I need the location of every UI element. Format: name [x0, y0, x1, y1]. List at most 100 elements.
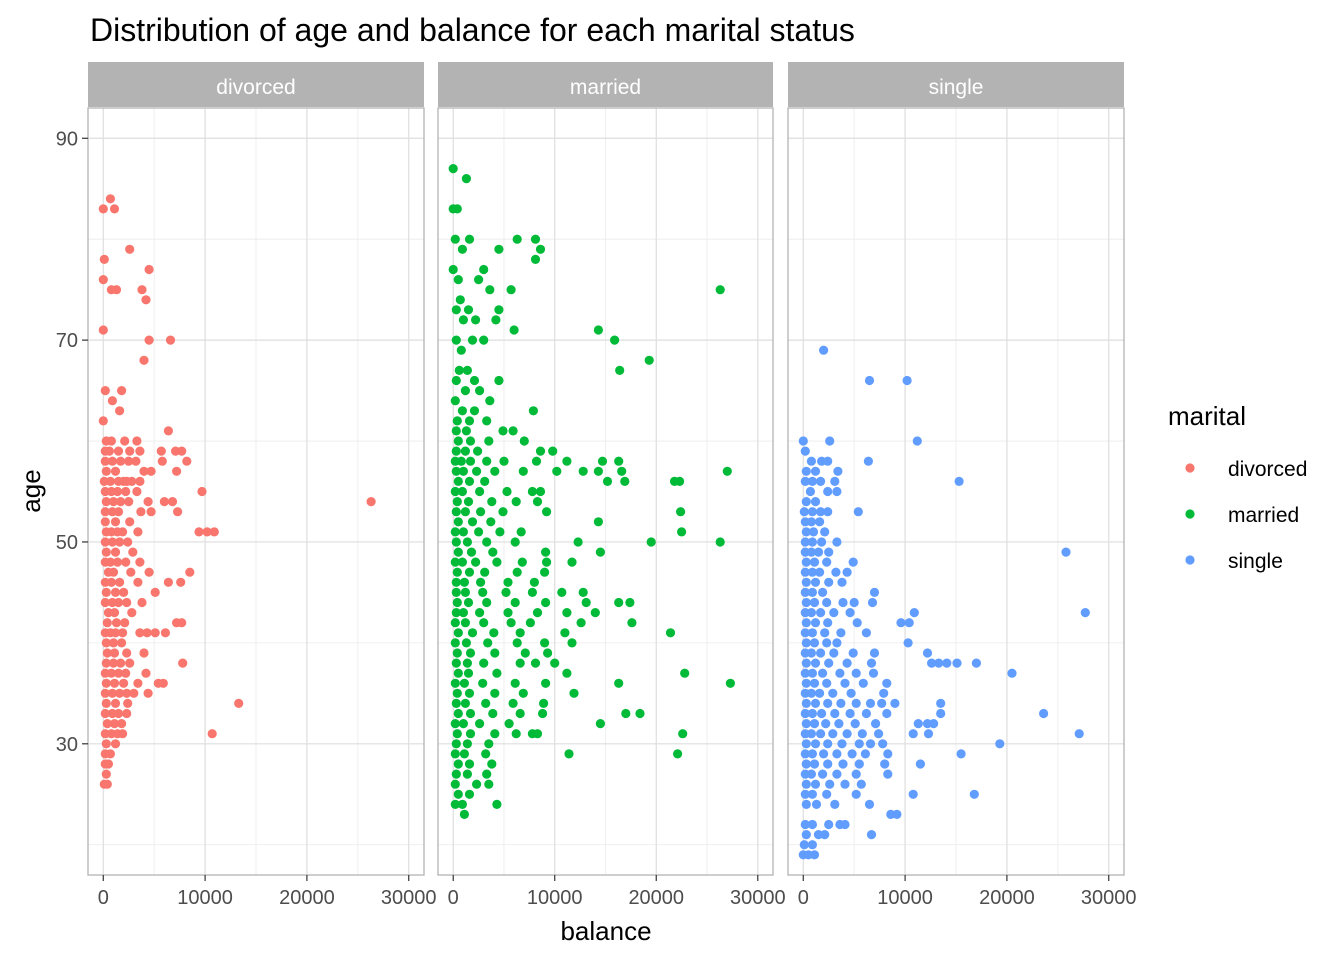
data-point-single — [810, 618, 821, 628]
data-point-divorced — [98, 416, 108, 426]
data-point-single — [815, 517, 825, 527]
data-point-married — [460, 386, 470, 396]
data-point-divorced — [106, 668, 116, 678]
data-point-married — [456, 456, 466, 466]
data-point-divorced — [136, 507, 146, 517]
data-point-divorced — [121, 486, 131, 497]
y-tick-label: 50 — [56, 532, 78, 554]
data-point-divorced — [159, 497, 169, 507]
data-point-married — [510, 537, 520, 547]
data-point-married — [463, 597, 474, 608]
data-point-single — [807, 749, 818, 759]
data-point-divorced — [118, 527, 128, 537]
data-point-married — [525, 618, 536, 628]
data-point-single — [825, 436, 835, 446]
data-point-divorced — [110, 547, 121, 557]
data-point-married — [610, 335, 620, 345]
data-point-divorced — [135, 446, 145, 456]
data-point-single — [807, 587, 818, 598]
data-point-married — [515, 628, 525, 638]
data-point-married — [450, 234, 460, 244]
data-point-single — [800, 537, 810, 547]
data-point-married — [474, 275, 484, 285]
data-point-single — [892, 809, 902, 820]
data-point-single — [801, 466, 811, 476]
data-point-single — [903, 638, 913, 648]
data-point-single — [836, 628, 846, 638]
data-point-single — [808, 527, 819, 537]
data-point-married — [485, 396, 495, 406]
data-point-divorced — [177, 446, 187, 456]
data-point-married — [498, 507, 508, 517]
data-point-married — [453, 517, 463, 527]
data-point-single — [800, 668, 810, 678]
data-point-married — [466, 547, 477, 557]
data-point-married — [715, 285, 725, 295]
data-point-married — [503, 577, 513, 587]
data-point-married — [715, 537, 725, 547]
data-point-single — [822, 557, 832, 567]
data-point-married — [578, 587, 588, 598]
data-point-married — [475, 486, 485, 497]
data-point-married — [451, 426, 461, 436]
data-point-divorced — [135, 476, 145, 486]
data-point-single — [837, 739, 847, 749]
data-point-married — [602, 476, 613, 486]
data-point-single — [823, 759, 833, 769]
data-point-single — [908, 789, 918, 799]
data-point-married — [480, 476, 490, 486]
data-point-married — [490, 688, 500, 698]
data-point-divorced — [118, 729, 128, 739]
data-point-divorced — [115, 537, 125, 547]
data-point-divorced — [108, 638, 119, 648]
data-point-divorced — [165, 335, 176, 345]
data-point-married — [459, 577, 469, 587]
data-point-married — [451, 608, 461, 618]
panel-border — [787, 107, 1125, 876]
data-point-divorced — [121, 557, 131, 567]
data-point-single — [800, 567, 810, 577]
data-point-single — [825, 779, 835, 789]
data-point-single — [801, 577, 811, 587]
data-point-single — [807, 819, 818, 830]
data-point-divorced — [125, 446, 135, 456]
data-point-divorced — [112, 557, 123, 567]
data-point-single — [809, 759, 820, 769]
data-point-married — [458, 466, 468, 476]
data-point-divorced — [172, 466, 182, 476]
data-point-divorced — [110, 587, 121, 598]
data-point-single — [820, 628, 830, 638]
data-point-divorced — [102, 618, 112, 628]
data-point-married — [463, 668, 474, 678]
data-point-married — [678, 729, 688, 739]
facet-strip-married — [438, 62, 773, 107]
data-point-divorced — [163, 426, 173, 436]
x-tick-label: 30000 — [1081, 887, 1137, 909]
data-point-married — [450, 678, 460, 688]
data-point-married — [535, 244, 546, 254]
data-point-married — [458, 719, 468, 729]
data-point-married — [665, 628, 676, 638]
data-point-married — [457, 486, 467, 497]
data-point-married — [501, 587, 511, 598]
data-point-single — [830, 799, 840, 810]
data-point-married — [614, 456, 624, 466]
data-point-single — [823, 618, 833, 628]
data-point-married — [675, 476, 685, 486]
data-point-single — [849, 597, 859, 608]
data-point-married — [451, 587, 461, 598]
data-point-married — [680, 668, 690, 678]
data-point-married — [450, 779, 460, 789]
data-point-married — [474, 527, 484, 537]
data-point-divorced — [107, 456, 117, 466]
data-point-divorced — [109, 719, 120, 729]
data-point-married — [487, 497, 497, 507]
data-point-divorced — [101, 658, 111, 668]
data-point-married — [460, 446, 470, 456]
data-point-married — [460, 698, 470, 709]
data-point-married — [451, 507, 461, 517]
data-point-divorced — [101, 698, 111, 709]
data-point-divorced — [101, 678, 111, 688]
data-point-single — [810, 739, 821, 749]
data-point-married — [540, 638, 550, 648]
